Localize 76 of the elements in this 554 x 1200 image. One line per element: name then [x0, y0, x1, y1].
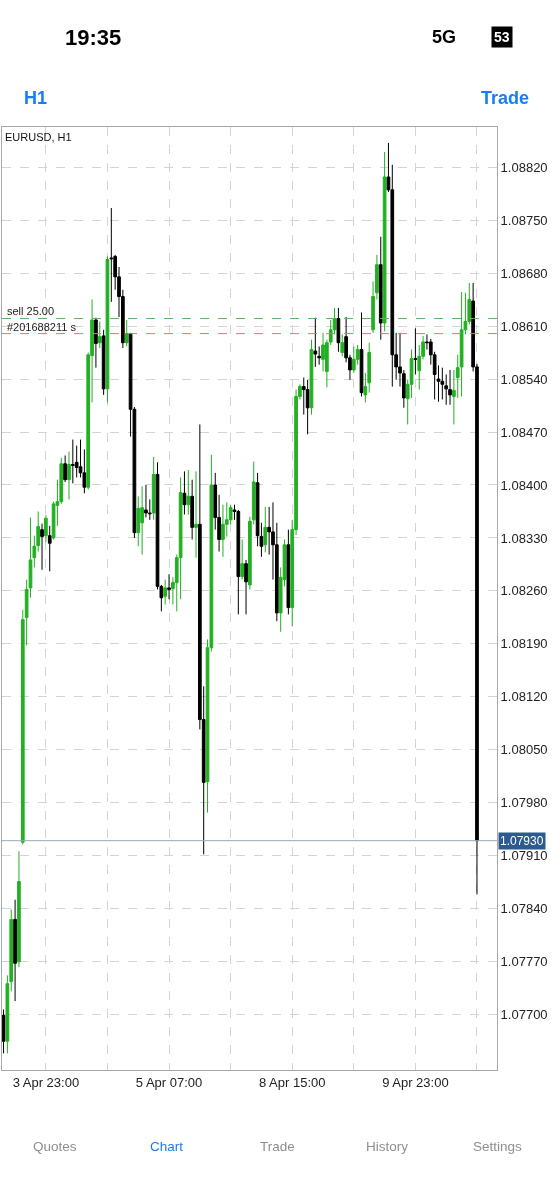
text: Quotes	[33, 1139, 77, 1154]
candlestick	[186, 469, 191, 515]
x-tick-label: 8 Apr 15:00	[258, 1074, 326, 1090]
candlestick	[378, 236, 383, 341]
y-tick-label: 1.08260	[500, 583, 548, 599]
text: 19:35	[65, 25, 122, 50]
candlestick	[151, 456, 156, 521]
text: H1	[24, 88, 48, 108]
candlestick	[97, 321, 102, 349]
candlestick	[94, 317, 98, 369]
candlestick	[244, 559, 248, 615]
candlestick	[351, 345, 356, 374]
candlestick	[359, 311, 364, 397]
candlestick	[63, 454, 67, 483]
y-tick-label: 1.08540	[500, 371, 548, 387]
candlestick	[2, 1008, 6, 1054]
candlestick	[44, 514, 48, 543]
candlestick	[459, 291, 464, 397]
candlestick	[167, 573, 171, 600]
candlestick	[309, 339, 314, 416]
y-tick-label: 1.07910	[500, 848, 548, 864]
candlestick	[163, 579, 168, 606]
y-tick-label: 1.08330	[500, 530, 548, 546]
candlestick	[40, 523, 44, 571]
text: 53	[494, 29, 510, 45]
y-tick-label: 1.08610	[500, 318, 548, 334]
text: Trade	[481, 88, 530, 108]
candlestick	[194, 470, 198, 559]
candlestick	[305, 379, 310, 435]
candlestick	[47, 525, 52, 572]
y-tick-label: 1.08050	[500, 742, 548, 758]
chart-title: EURUSD, H1	[5, 130, 72, 143]
ref-line-label: #201688211 s	[7, 321, 77, 333]
candlestick	[340, 333, 345, 357]
y-tick-label: 1.08470	[500, 424, 548, 440]
y-tick-label: 1.07770	[500, 954, 548, 970]
text: History	[366, 1139, 409, 1154]
x-tick-label: 5 Apr 07:00	[135, 1074, 203, 1090]
candlestick	[67, 451, 71, 500]
y-tick-label: 1.08680	[500, 265, 548, 281]
y-tick-label: 1.08190	[500, 636, 548, 652]
ref-line-label: sell 25.00	[7, 305, 55, 317]
y-tick-label: 1.07980	[500, 795, 548, 811]
ref-line-label: 1.07930	[500, 834, 544, 848]
candlestick	[313, 317, 318, 368]
y-tick-label: 1.08400	[500, 477, 548, 493]
candlestick	[124, 319, 129, 347]
candlestick	[109, 207, 114, 303]
y-tick-label: 1.08120	[500, 689, 548, 705]
candlestick	[263, 506, 268, 553]
candlestick	[144, 484, 148, 519]
candlestick	[240, 538, 245, 581]
candlestick	[336, 307, 341, 353]
text: 5G	[432, 27, 457, 47]
x-tick-label: 3 Apr 23:00	[12, 1074, 80, 1090]
candlestick	[448, 369, 452, 406]
text: Settings	[473, 1139, 523, 1154]
candlestick	[13, 899, 17, 1002]
candlestick	[221, 504, 225, 558]
candlestick	[236, 509, 241, 615]
candlestick	[382, 151, 387, 332]
y-tick-label: 1.07700	[500, 1007, 548, 1023]
y-tick-label: 1.08820	[500, 159, 548, 175]
candlestick	[70, 439, 75, 484]
x-tick-label: 9 Apr 23:00	[382, 1074, 449, 1090]
candlestick	[17, 850, 21, 968]
candlestick	[413, 327, 418, 375]
candlestick	[190, 479, 194, 540]
text: Trade	[260, 1139, 295, 1154]
y-tick-label: 1.07840	[500, 901, 548, 917]
candlestick	[140, 485, 144, 556]
candlestick	[105, 255, 110, 403]
candlestick	[286, 529, 291, 615]
text: Chart	[150, 1139, 184, 1154]
candlestick	[182, 470, 187, 515]
y-tick-label: 1.08750	[500, 212, 548, 228]
